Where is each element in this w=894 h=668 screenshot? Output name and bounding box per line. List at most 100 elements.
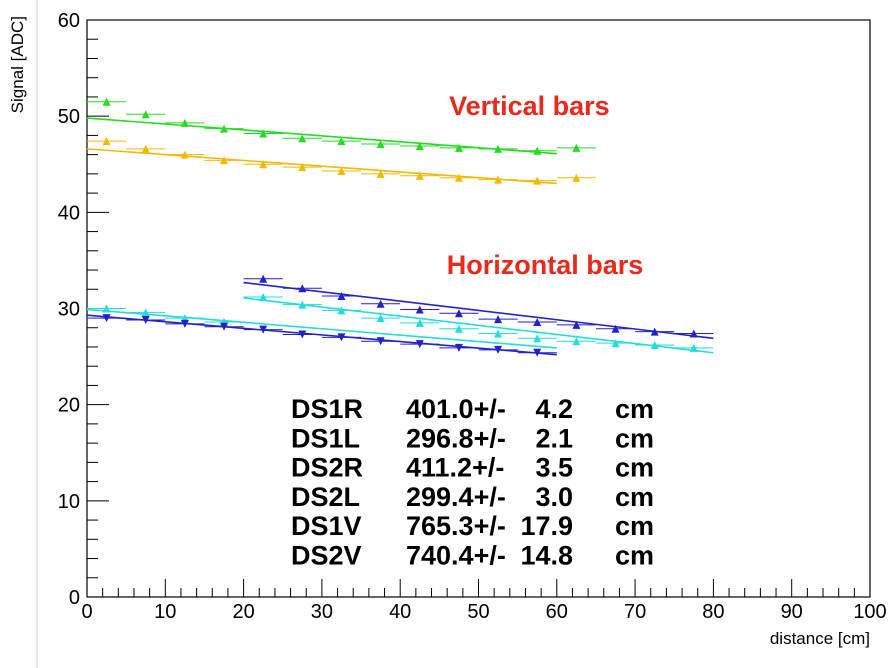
data-point	[494, 315, 503, 324]
data-point	[689, 343, 698, 352]
row-error: 2.1	[535, 423, 573, 453]
data-point	[454, 173, 463, 182]
data-point	[337, 306, 346, 315]
series-2	[86, 137, 596, 185]
data-point	[220, 156, 229, 165]
row-name: DS2R	[291, 453, 363, 483]
data-point	[220, 124, 229, 133]
series-5	[86, 314, 557, 357]
data-point	[102, 97, 111, 106]
series-3	[243, 274, 714, 340]
data-point	[141, 144, 150, 153]
row-value: 740.4+/-	[406, 541, 506, 571]
annotations: Vertical bars Horizontal bars	[447, 91, 644, 280]
data-point	[689, 329, 698, 338]
data-point	[494, 345, 503, 354]
fit-line	[243, 281, 714, 340]
x-tick-label: 50	[467, 601, 489, 623]
row-error: 14.8	[520, 541, 573, 571]
row-unit: cm	[615, 423, 654, 453]
table-row: DS1L 296.8+/- 2.1 cm	[291, 423, 654, 453]
data-point	[376, 314, 385, 323]
table-row: DS2L 299.4+/- 3.0 cm	[291, 482, 654, 512]
row-unit: cm	[615, 541, 654, 571]
data-point	[415, 318, 424, 327]
y-tick-label: 60	[58, 10, 80, 32]
row-unit: cm	[615, 453, 654, 483]
data-point	[494, 329, 503, 338]
data-point	[259, 292, 268, 301]
data-point	[102, 137, 111, 146]
x-tick-label: 10	[154, 601, 176, 623]
row-name: DS1R	[291, 394, 363, 424]
y-axis-title: Signal [ADC]	[8, 16, 27, 113]
x-tick-label: 60	[546, 601, 568, 623]
results-table: DS1R 401.0+/- 4.2 cm DS1L 296.8+/- 2.1 cm DS2R 41…	[291, 394, 654, 571]
row-value: 401.0+/-	[406, 394, 506, 424]
x-tick-label: 80	[702, 601, 724, 623]
data-point	[259, 129, 268, 138]
y-tick-label: 20	[58, 395, 80, 417]
table-row: DS2R 411.2+/- 3.5 cm	[291, 453, 654, 483]
row-error: 3.5	[535, 453, 573, 483]
data-point	[494, 175, 503, 184]
row-unit: cm	[615, 511, 654, 541]
row-name: DS2L	[291, 482, 360, 512]
row-value: 765.3+/-	[406, 511, 506, 541]
data-point	[376, 299, 385, 308]
x-tick-label: 30	[311, 601, 333, 623]
data-point	[572, 320, 581, 329]
data-point	[337, 137, 346, 146]
fit-line	[86, 308, 557, 349]
data-point	[220, 322, 229, 331]
data-point	[141, 110, 150, 119]
data-point	[572, 337, 581, 346]
x-tick-label: 90	[781, 601, 803, 623]
row-error: 17.9	[520, 511, 573, 541]
data-point	[454, 343, 463, 352]
data-point	[259, 325, 268, 334]
data-point	[298, 330, 307, 339]
data-point	[376, 140, 385, 149]
data-point	[376, 337, 385, 346]
data-series	[86, 97, 714, 357]
data-point	[611, 324, 620, 333]
data-point	[259, 160, 268, 169]
data-point	[259, 274, 268, 283]
x-tick-label: 70	[624, 601, 646, 623]
row-name: DS1V	[291, 511, 362, 541]
data-point	[415, 171, 424, 180]
fit-line	[86, 117, 557, 155]
series-4	[86, 292, 714, 354]
data-point	[533, 317, 542, 326]
row-value: 299.4+/-	[406, 482, 506, 512]
axis-ticks	[86, 19, 871, 598]
table-row: DS1V 765.3+/- 17.9 cm	[291, 511, 654, 541]
data-point	[180, 118, 189, 127]
tick-labels: 0 10 20 30 40 50 60 70 80 90 100 0 10 20 30 40 50 60	[58, 10, 887, 623]
x-tick-label: 100	[853, 601, 886, 623]
data-point	[415, 141, 424, 150]
data-point	[533, 348, 542, 357]
data-point	[102, 314, 111, 323]
data-point	[415, 305, 424, 314]
row-name: DS2V	[291, 541, 362, 571]
x-axis-title: distance [cm]	[770, 629, 870, 648]
data-point	[533, 146, 542, 155]
y-tick-label: 40	[58, 202, 80, 224]
data-point	[141, 316, 150, 325]
table-row: DS1R 401.0+/- 4.2 cm	[291, 394, 654, 424]
data-point	[494, 144, 503, 153]
data-point	[298, 284, 307, 293]
series-1	[86, 97, 596, 155]
data-point	[298, 134, 307, 143]
data-point	[572, 173, 581, 182]
data-point	[454, 309, 463, 318]
x-tick-label: 20	[232, 601, 254, 623]
fit-line	[86, 148, 557, 185]
annotation-label: Horizontal bars	[447, 250, 644, 280]
data-point	[454, 324, 463, 333]
row-unit: cm	[615, 394, 654, 424]
y-tick-label: 0	[69, 587, 80, 609]
data-point	[650, 341, 659, 350]
